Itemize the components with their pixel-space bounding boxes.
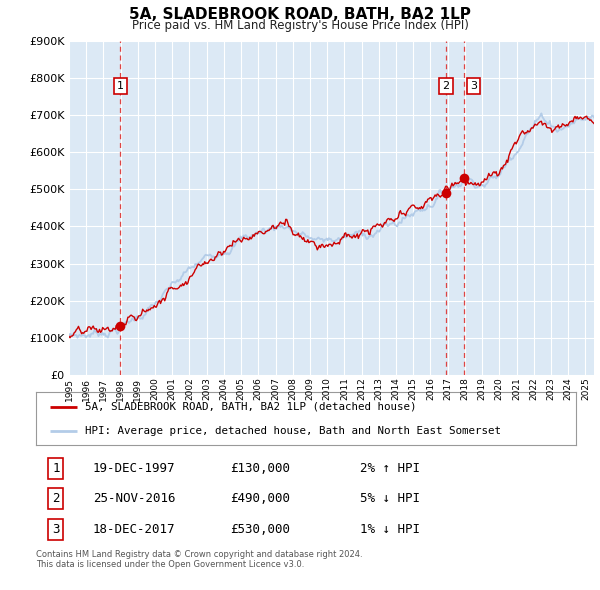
Text: 1: 1 <box>116 81 124 91</box>
Text: 5% ↓ HPI: 5% ↓ HPI <box>360 492 420 505</box>
Text: 2005: 2005 <box>236 378 245 401</box>
Text: 2: 2 <box>442 81 449 91</box>
Text: 3: 3 <box>470 81 478 91</box>
Text: 2022: 2022 <box>529 378 538 400</box>
Text: 1996: 1996 <box>82 378 91 401</box>
Text: 2% ↑ HPI: 2% ↑ HPI <box>360 462 420 475</box>
Text: 2023: 2023 <box>547 378 556 401</box>
Text: 2013: 2013 <box>374 378 383 401</box>
Text: Price paid vs. HM Land Registry's House Price Index (HPI): Price paid vs. HM Land Registry's House … <box>131 19 469 32</box>
Text: 25-NOV-2016: 25-NOV-2016 <box>92 492 175 505</box>
Text: 2006: 2006 <box>254 378 263 401</box>
Text: 2010: 2010 <box>323 378 332 401</box>
Text: 18-DEC-2017: 18-DEC-2017 <box>92 523 175 536</box>
Text: £530,000: £530,000 <box>230 523 290 536</box>
Text: 1: 1 <box>52 462 60 475</box>
Text: 2021: 2021 <box>512 378 521 401</box>
Text: 2025: 2025 <box>581 378 590 401</box>
Text: 2015: 2015 <box>409 378 418 401</box>
Text: 2011: 2011 <box>340 378 349 401</box>
Text: £130,000: £130,000 <box>230 462 290 475</box>
Text: 2017: 2017 <box>443 378 452 401</box>
Text: 2003: 2003 <box>202 378 211 401</box>
Text: 2024: 2024 <box>563 378 572 400</box>
Text: 2012: 2012 <box>357 378 366 401</box>
Text: 5A, SLADEBROOK ROAD, BATH, BA2 1LP: 5A, SLADEBROOK ROAD, BATH, BA2 1LP <box>129 7 471 22</box>
Text: £490,000: £490,000 <box>230 492 290 505</box>
Text: 1% ↓ HPI: 1% ↓ HPI <box>360 523 420 536</box>
Text: Contains HM Land Registry data © Crown copyright and database right 2024.
This d: Contains HM Land Registry data © Crown c… <box>36 550 362 569</box>
Text: 2001: 2001 <box>168 378 177 401</box>
Text: 2014: 2014 <box>392 378 401 401</box>
Text: 1998: 1998 <box>116 378 125 401</box>
Text: 1999: 1999 <box>133 378 142 401</box>
Text: 3: 3 <box>52 523 60 536</box>
Text: 2019: 2019 <box>478 378 487 401</box>
Text: 2004: 2004 <box>220 378 229 401</box>
Text: 2: 2 <box>52 492 60 505</box>
Text: 2008: 2008 <box>288 378 297 401</box>
Text: 19-DEC-1997: 19-DEC-1997 <box>92 462 175 475</box>
Text: 2009: 2009 <box>305 378 314 401</box>
Text: 1997: 1997 <box>99 378 108 401</box>
Text: 2002: 2002 <box>185 378 194 401</box>
Text: HPI: Average price, detached house, Bath and North East Somerset: HPI: Average price, detached house, Bath… <box>85 426 500 436</box>
Text: 5A, SLADEBROOK ROAD, BATH, BA2 1LP (detached house): 5A, SLADEBROOK ROAD, BATH, BA2 1LP (deta… <box>85 402 416 412</box>
Text: 2020: 2020 <box>495 378 504 401</box>
Text: 2000: 2000 <box>151 378 160 401</box>
Text: 2007: 2007 <box>271 378 280 401</box>
Text: 2018: 2018 <box>460 378 469 401</box>
Text: 1995: 1995 <box>65 378 74 401</box>
Text: 2016: 2016 <box>426 378 435 401</box>
